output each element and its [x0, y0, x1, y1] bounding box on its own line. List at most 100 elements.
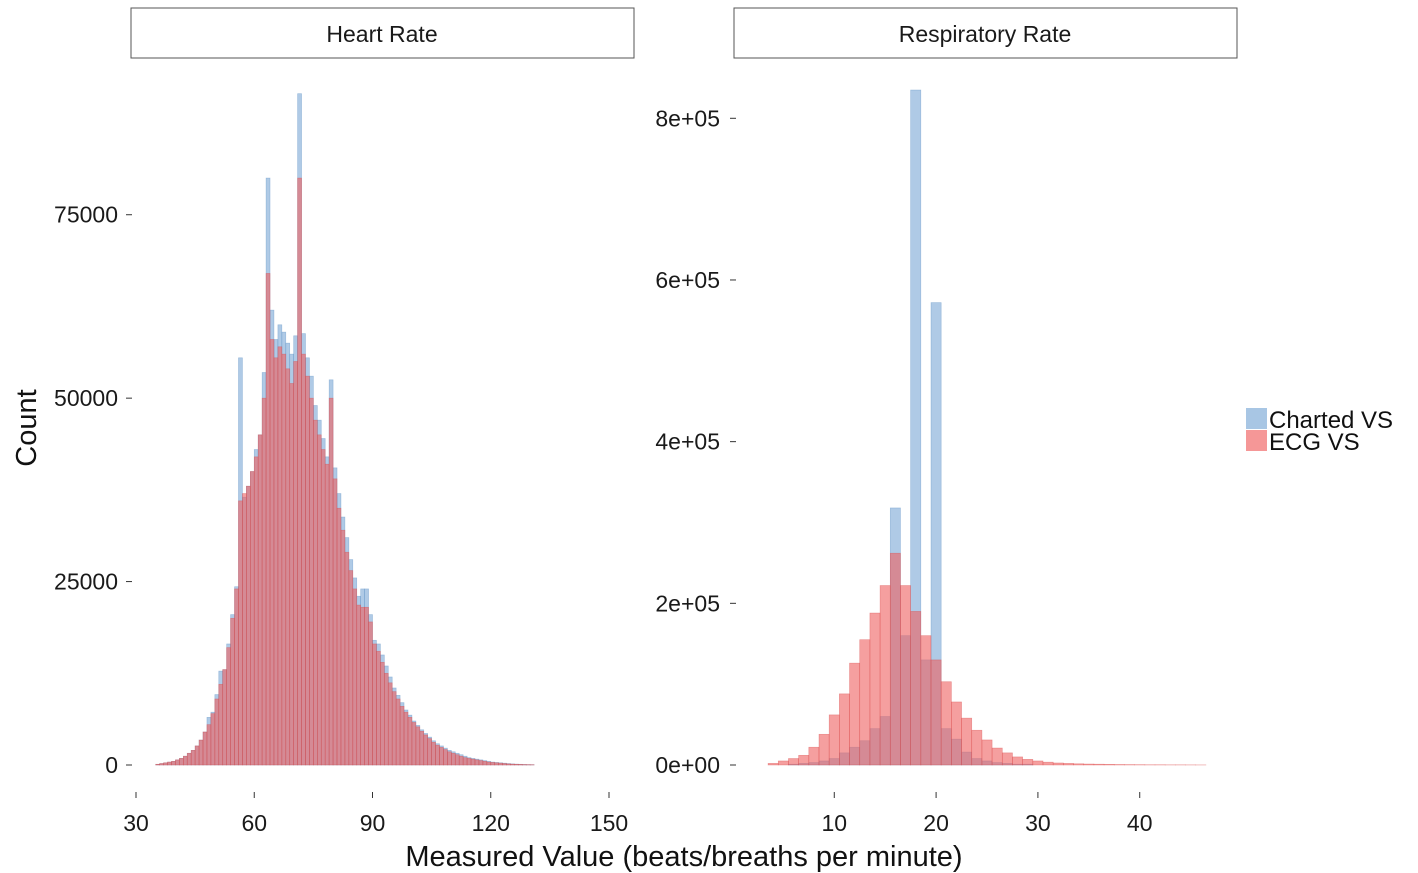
ecg-bar-heart-rate [348, 570, 354, 766]
ecg-bar-heart-rate [238, 500, 243, 766]
x-tick-label: 30 [123, 810, 149, 836]
y-tick-label: 50000 [54, 385, 118, 411]
ecg-bar-heart-rate [242, 493, 247, 766]
x-axis-heart-rate: 30 60 90 120 150 [123, 792, 628, 836]
ecg-bar-respiratory-rate [1001, 752, 1013, 766]
ecg-bar-heart-rate [447, 751, 452, 766]
ecg-bar-respiratory-rate [1093, 763, 1105, 766]
ecg-bar-heart-rate [407, 717, 413, 766]
ecg-bar-respiratory-rate [1012, 756, 1023, 766]
ecg-bar-respiratory-rate [849, 662, 861, 766]
ecg-bar-heart-rate [246, 485, 251, 766]
ecg-bar-respiratory-rate [808, 746, 820, 766]
ecg-bar-respiratory-rate [777, 760, 789, 766]
ecg-bar-respiratory-rate [788, 758, 799, 766]
ecg-bar-respiratory-rate [961, 717, 973, 766]
ecg-bar-heart-rate [250, 471, 255, 766]
ecg-bar-heart-rate [419, 730, 425, 766]
y-tick-label: 0e+00 [655, 752, 720, 778]
ecg-bar-respiratory-rate [1083, 763, 1095, 766]
facet-strip-heart-rate [130, 7, 635, 59]
ecg-bar-respiratory-rate [920, 635, 932, 766]
ecg-bar-heart-rate [384, 672, 389, 766]
ecg-bar-heart-rate [190, 750, 196, 766]
ecg-bar-heart-rate [411, 722, 417, 766]
ecg-bar-heart-rate [372, 643, 377, 766]
ecg-bar-heart-rate [218, 683, 224, 766]
ecg-bar-heart-rate [506, 763, 511, 766]
ecg-bar-heart-rate [281, 353, 287, 766]
x-tick-label: 30 [1025, 810, 1051, 836]
ecg-bar-respiratory-rate [1052, 762, 1064, 766]
ecg-bar-respiratory-rate [1103, 764, 1115, 766]
ecg-bar-heart-rate [305, 375, 310, 766]
ecg-bar-heart-rate [356, 604, 361, 766]
ecg-bar-heart-rate [498, 762, 503, 766]
ecg-bar-heart-rate [186, 752, 192, 766]
ecg-bar-respiratory-rate [930, 659, 942, 766]
x-tick-label: 60 [241, 810, 267, 836]
ecg-bar-heart-rate [395, 698, 401, 766]
ecg-bar-heart-rate [265, 273, 271, 766]
x-tick-label: 120 [472, 810, 510, 836]
ecg-bar-heart-rate [518, 764, 523, 766]
ecg-bar-respiratory-rate [910, 611, 922, 766]
ecg-bar-heart-rate [183, 755, 188, 766]
ecg-bar-heart-rate [226, 647, 231, 766]
ecg-bar-heart-rate [269, 339, 275, 766]
ecg-bar-heart-rate [234, 588, 239, 766]
ecg-bar-respiratory-rate [839, 693, 850, 766]
ecg-bar-respiratory-rate [981, 739, 993, 766]
ecg-bar-heart-rate [257, 434, 263, 766]
ecg-bar-heart-rate [399, 706, 405, 766]
facet-title-respiratory-rate: Respiratory Rate [899, 21, 1072, 47]
ecg-bar-heart-rate [360, 606, 365, 766]
ecg-bar-heart-rate [202, 731, 208, 766]
ecg-bar-heart-rate [439, 747, 444, 766]
ecg-bar-heart-rate [230, 617, 235, 766]
ecg-bar-heart-rate [222, 669, 227, 766]
ecg-bar-respiratory-rate [940, 681, 952, 766]
ecg-bar-heart-rate [293, 361, 298, 766]
ecg-bar-heart-rate [198, 739, 204, 766]
ecg-bar-heart-rate [486, 761, 492, 766]
x-tick-label: 90 [360, 810, 386, 836]
y-tick-label: 0 [105, 752, 118, 778]
ecg-bar-heart-rate [387, 682, 393, 766]
ecg-bar-heart-rate [443, 749, 448, 766]
ecg-bar-heart-rate [273, 357, 279, 766]
ecg-bar-heart-rate [171, 761, 176, 766]
x-tick-label: 10 [821, 810, 847, 836]
ecg-bar-heart-rate [210, 713, 216, 766]
facet-title-heart-rate: Heart Rate [326, 21, 437, 47]
ecg-bar-heart-rate [403, 711, 409, 766]
ecg-bar-heart-rate [368, 621, 373, 766]
ecg-bar-heart-rate [391, 691, 397, 766]
ecg-bar-heart-rate [301, 353, 306, 766]
ecg-bar-respiratory-rate [869, 612, 881, 766]
ecg-bar-heart-rate [179, 758, 184, 766]
ecg-bar-heart-rate [423, 734, 428, 766]
legend-label-ecg: ECG VS [1269, 429, 1360, 456]
ecg-bar-heart-rate [214, 698, 220, 766]
x-tick-label: 20 [923, 810, 949, 836]
y-tick-label: 25000 [54, 569, 118, 595]
series-ecg-heart-rate [155, 177, 535, 766]
y-tick-label: 8e+05 [655, 105, 720, 131]
ecg-bar-heart-rate [317, 434, 322, 766]
ecg-bar-heart-rate [352, 588, 358, 766]
panel-heart-rate: Heart Rate 0 25000 50000 75000 30 60 90 120 150 [54, 7, 635, 836]
ecg-bar-respiratory-rate [1022, 759, 1034, 766]
ecg-bar-heart-rate [336, 507, 342, 766]
ecg-bar-respiratory-rate [798, 754, 810, 766]
ecg-bar-respiratory-rate [828, 714, 840, 766]
panel-respiratory-rate: Respiratory Rate 0e+00 2e+05 4e+05 6e+05 8e+… [655, 7, 1238, 836]
y-tick-label: 6e+05 [655, 267, 720, 293]
ecg-bar-heart-rate [328, 397, 334, 766]
x-axis-title: Measured Value (beats/breaths per minute… [405, 841, 962, 873]
x-tick-label: 150 [590, 810, 628, 836]
ecg-bar-heart-rate [364, 606, 369, 766]
ecg-bar-heart-rate [510, 763, 515, 766]
ecg-bar-heart-rate [313, 419, 318, 766]
